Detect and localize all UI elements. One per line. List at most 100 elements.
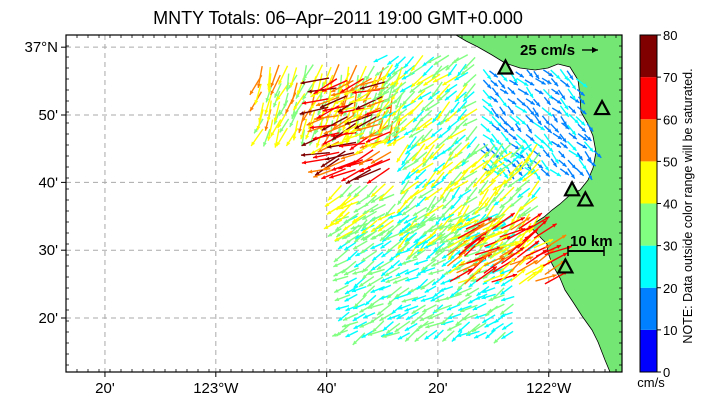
current-vector-head [372,256,377,261]
current-vector-head [565,83,570,88]
current-vector-head [352,90,357,95]
current-vector-head [405,159,410,165]
current-vector-head [493,201,499,206]
current-vector-head [531,194,536,199]
current-vector-head [504,137,509,143]
current-vector-head [331,88,336,93]
current-vector-head [366,122,371,126]
current-vector-head [411,297,417,302]
current-vector-head [434,71,439,75]
current-vector-head [391,88,397,93]
current-vector-head [279,128,284,133]
current-vector-head [414,337,420,342]
current-vector-head [387,294,392,299]
current-vector-head [442,204,447,210]
current-vector-head [455,95,460,100]
colorbar-segment [640,203,657,246]
current-vector-head [431,241,436,246]
current-vector-head [482,289,487,293]
current-vector-head [340,88,345,93]
current-vector-head [464,93,469,98]
current-vector-head [308,124,312,130]
current-vector-head [315,102,321,107]
current-vector-head [346,256,352,261]
current-vector-head [411,168,416,173]
current-vector-head [384,125,390,130]
current-vector-head [450,180,455,186]
current-vector-head [554,158,559,164]
current-vector-head [582,144,587,149]
current-vector-head [303,75,308,80]
current-vector [301,133,329,147]
current-vector-head [441,262,447,267]
current-vector-head [322,140,328,145]
current-vector-head [547,128,552,133]
current-vector-head [380,278,386,282]
current-vector-head [494,146,499,152]
current-vector-head [488,254,493,258]
current-vector-head [512,273,517,278]
current-vector-head [500,310,505,315]
current-vector-head [501,249,507,254]
current-vector-head [474,219,479,224]
current-vector-head [419,220,425,225]
current-vector-head [250,106,254,112]
current-vector-head [381,253,386,258]
current-vector-head [378,128,383,133]
current-vector-head [270,132,275,137]
colorbar-segment [640,161,657,204]
current-vector-head [492,198,497,203]
current-vector-head [501,84,506,89]
current-vector-head [571,95,576,101]
current-vector [465,217,493,230]
current-vector-head [463,82,468,87]
current-vector-head [400,189,405,194]
current-vector-head [335,226,340,231]
current-vector-head [487,95,492,100]
colorbar-tick-label: 0 [663,365,670,380]
current-vector-head [540,126,545,131]
current-vector-head [470,236,475,241]
current-vector [315,96,340,107]
current-vector-head [463,267,468,272]
current-vector-head [307,128,312,133]
current-vector-head [435,144,440,149]
current-vector-head [367,332,373,336]
current-vector-head [327,144,332,149]
current-vector-head [384,135,390,140]
current-vector-head [441,319,446,325]
current-vector-head [364,112,370,116]
current-vector-head [571,164,576,169]
current-vector [474,246,502,256]
current-vector-head [503,182,508,188]
current-vector-head [415,184,420,189]
current-vector [475,265,498,283]
current-vector-head [572,135,577,140]
current-vector-head [455,165,460,169]
current-vector-head [360,82,365,86]
current-vector-head [557,135,563,140]
current-vector-head [530,111,535,116]
current-vector-head [562,252,568,257]
current-vector [544,260,566,276]
current-vector-head [494,280,500,284]
current-vector-head [527,170,532,175]
current-vector-head [575,153,580,158]
current-vector-head [359,168,365,172]
current-vector-head [464,228,469,232]
current-vector-head [383,80,389,85]
current-vector-head [440,280,446,285]
current-vector-head [320,104,325,108]
current-vector-head [448,135,453,139]
current-vector-head [367,179,372,184]
current-vector-head [461,161,466,166]
current-vector-head [362,274,367,279]
current-vector-head [426,59,432,64]
current-vector-head [365,75,370,81]
current-vector [351,149,374,165]
current-vector-head [484,202,489,207]
current-vector-head [333,100,339,104]
current-vector-head [451,194,456,200]
current-vector-head [290,99,295,104]
current-vector-head [369,319,375,324]
